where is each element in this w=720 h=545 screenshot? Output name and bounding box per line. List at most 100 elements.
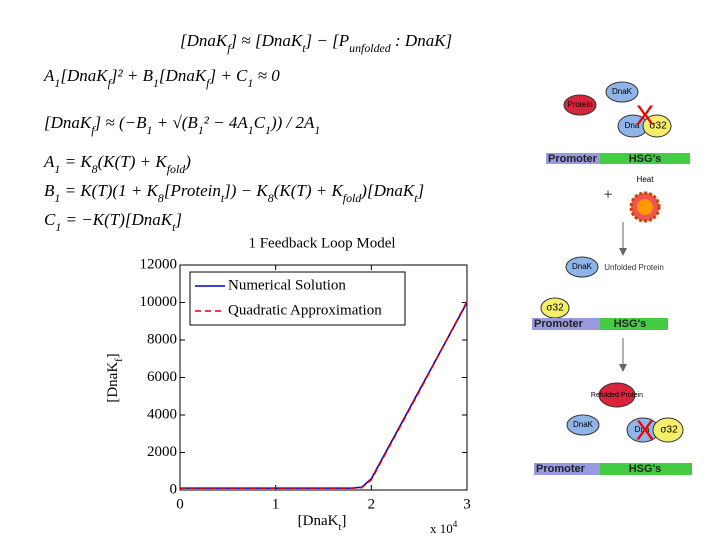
text-piece: 1 (265, 123, 271, 137)
text-piece: 1 (247, 76, 253, 90)
hsg-box (600, 153, 690, 164)
series-line (180, 301, 468, 489)
label: HSG's (629, 463, 662, 475)
text-piece: [DnaK (44, 113, 93, 132)
text-piece: ) (184, 152, 191, 171)
legend-label: Numerical Solution (228, 277, 346, 293)
label: HSG's (629, 153, 662, 165)
equation: A1[DnaKf]² + B1[DnaKf] + C1 ≈ 0 (43, 66, 280, 90)
y-tick-label: 8000 (147, 331, 177, 347)
text-piece: C (254, 113, 266, 132)
equation: [DnaKf] ≈ (−B1 + √(B1² − 4A1C1)) / 2A1 (44, 113, 320, 137)
arrow (619, 248, 627, 256)
text-piece: 1 (314, 123, 320, 137)
dnak-shape (566, 414, 600, 436)
text-piece: ] + C (208, 66, 248, 85)
chart-title: 1 Feedback Loop Model (248, 235, 395, 251)
hsg-box (600, 318, 668, 330)
x-tick-label: 3 (463, 496, 471, 512)
protein-shape (598, 382, 636, 408)
dnak-shape (565, 256, 599, 278)
hsg-box (600, 463, 692, 475)
text-piece: )[DnaK (360, 181, 416, 200)
text-piece: 1 (147, 123, 153, 137)
label: σ32 (649, 121, 667, 132)
text-piece: ] ≈ (−B (94, 113, 148, 132)
y-axis-label: [DnaKf] (105, 353, 124, 402)
text-piece: 1 (198, 123, 204, 137)
equation: [DnaKf] ≈ [DnaKt] − [Punfolded : DnaK] (180, 31, 452, 55)
y-tick-label: 12000 (140, 256, 178, 272)
protein-shape (563, 94, 597, 116)
block-x: X (636, 414, 655, 445)
label: σ32 (660, 425, 678, 436)
text-piece: t (172, 220, 176, 234)
equation: A1 = K8(K(T) + Kfold) (43, 152, 191, 176)
text-piece: C (44, 210, 56, 229)
label: Protein (567, 100, 592, 109)
diagram: Protein DnaK Dna σ32 X Promoter HSG's + … (532, 81, 692, 475)
text-piece: 8 (268, 191, 274, 205)
x-axis-label: [DnaKt] (298, 513, 347, 532)
label: Promoter (534, 318, 584, 330)
text-piece: (K(T) + K (98, 152, 169, 171)
text-piece: (K(T) + K (274, 181, 345, 200)
y-tick-label: 0 (170, 481, 178, 497)
text-piece: 8 (92, 162, 98, 176)
text-piece: 1 (54, 191, 60, 205)
text-piece: : DnaK] (391, 31, 452, 50)
label: DnaK (573, 420, 594, 429)
legend-box (189, 271, 406, 326)
text-piece: A (43, 152, 55, 171)
text-piece: [DnaK (60, 66, 109, 85)
label: DnaK (612, 87, 633, 96)
promoter-box (534, 463, 600, 475)
text-piece: fold (343, 191, 362, 205)
series-line (180, 302, 468, 489)
x-tick-label: 0 (176, 496, 184, 512)
text-piece: 1 (54, 76, 60, 90)
text-piece: fold (167, 162, 186, 176)
text-piece: t (302, 41, 306, 55)
sigma-shape (642, 114, 672, 138)
text-piece: + √(B (152, 113, 198, 132)
label: Promoter (536, 463, 586, 475)
label: + (603, 187, 612, 204)
text-piece: [DnaK (105, 362, 121, 403)
text-piece: = −K(T)[DnaK (61, 210, 173, 229)
text-piece: f (91, 123, 96, 137)
label: Promoter (548, 153, 598, 165)
dnak-shape (605, 81, 639, 103)
text-piece: [DnaK (159, 66, 208, 85)
text-piece: ≈ 0 (253, 66, 280, 85)
label: Dna (635, 425, 650, 434)
x-multiplier: x 104 (430, 519, 458, 536)
label: Dna (625, 121, 640, 130)
x-tick-label: 2 (368, 496, 376, 512)
text-piece: f (114, 358, 125, 362)
text-piece: A (43, 66, 55, 85)
text-piece: [Protein (164, 181, 221, 200)
text-piece: [DnaK (180, 31, 229, 50)
label: σ32 (546, 303, 564, 314)
y-tick-label: 2000 (147, 444, 177, 460)
text-piece: ] (417, 181, 425, 200)
text-piece: f (108, 76, 113, 90)
text-piece: unfolded (349, 41, 391, 55)
text-piece: ] ≈ [DnaK (230, 31, 304, 50)
label: Heat (637, 175, 655, 184)
sigma-shape (652, 417, 684, 443)
text-piece: ] (174, 210, 182, 229)
text-piece: ]) − K (223, 181, 269, 200)
label: DnaK (572, 262, 593, 271)
text-piece: f (227, 41, 232, 55)
y-tick-label: 6000 (147, 369, 177, 385)
text-piece: 1 (153, 76, 159, 90)
text-piece: ] − [P (305, 31, 350, 50)
heat-icon (637, 199, 653, 215)
y-tick-label: 10000 (140, 294, 178, 310)
text-piece: B (44, 181, 55, 200)
text-piece: t (338, 522, 341, 533)
y-tick-label: 4000 (147, 406, 177, 422)
